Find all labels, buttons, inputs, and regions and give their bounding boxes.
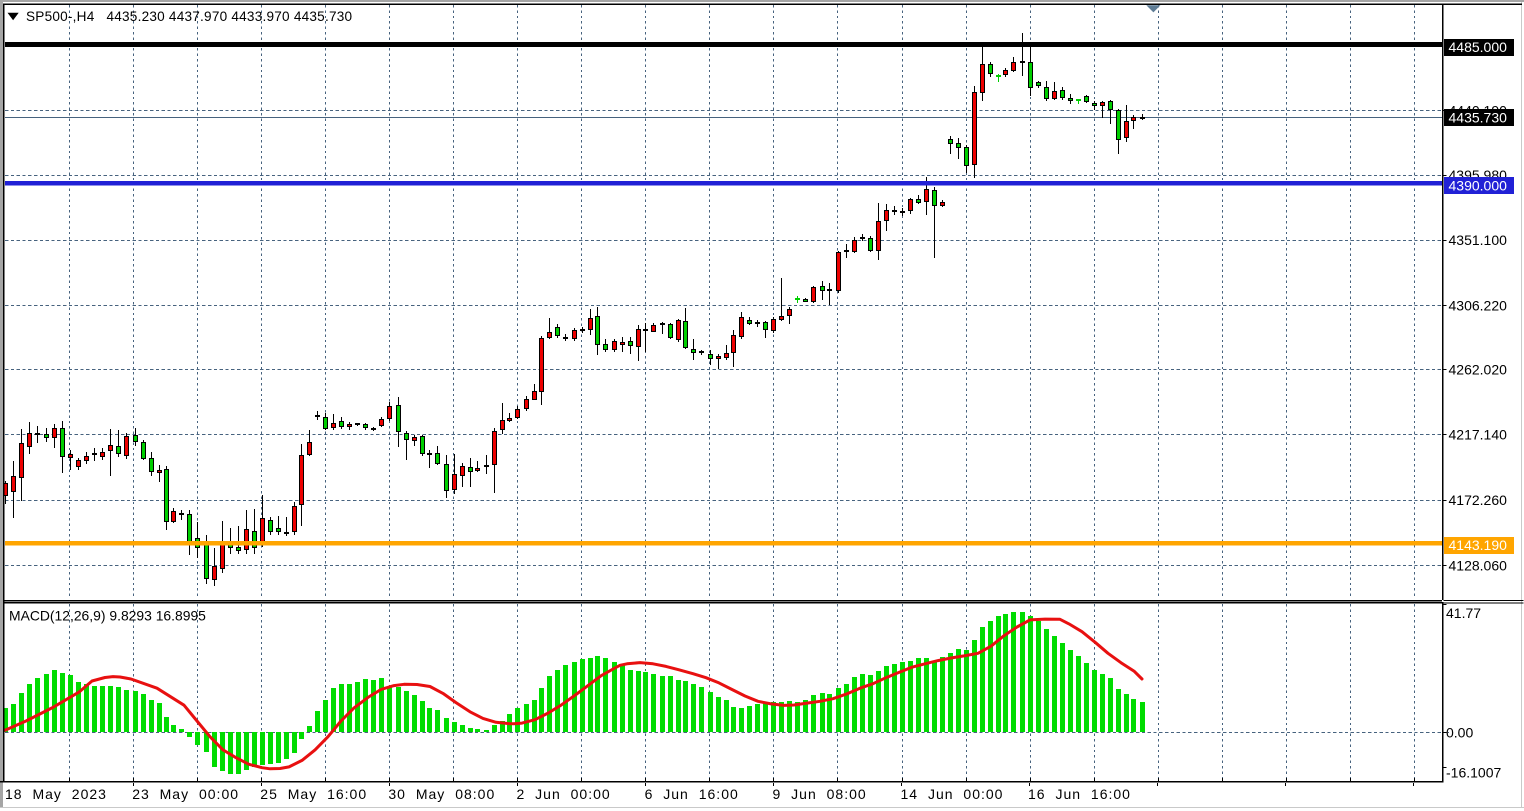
svg-text:30 May 08:00: 30 May 08:00 [388, 786, 495, 802]
svg-text:MACD(12,26,9) 9.8293 16.8995: MACD(12,26,9) 9.8293 16.8995 [9, 608, 206, 624]
svg-text:14 Jun 00:00: 14 Jun 00:00 [901, 786, 1004, 802]
svg-text:41.77: 41.77 [1446, 605, 1481, 621]
svg-text:6 Jun 16:00: 6 Jun 16:00 [645, 786, 739, 802]
svg-text:25 May 16:00: 25 May 16:00 [260, 786, 367, 802]
svg-text:16 Jun 16:00: 16 Jun 16:00 [1028, 786, 1131, 802]
svg-text:4143.190: 4143.190 [1449, 537, 1508, 553]
svg-text:4435.730: 4435.730 [1449, 109, 1508, 125]
svg-text:SP500-,H4 4435.230 4437.970: SP500-,H4 4435.230 4437.970 4433.970 443… [26, 9, 353, 24]
svg-text:0.00: 0.00 [1446, 724, 1473, 740]
svg-text:-16.1007: -16.1007 [1446, 765, 1501, 781]
svg-text:9 Jun 08:00: 9 Jun 08:00 [773, 786, 867, 802]
svg-text:4262.020: 4262.020 [1449, 362, 1508, 378]
svg-text:4390.000: 4390.000 [1449, 177, 1508, 193]
svg-text:4351.100: 4351.100 [1449, 232, 1508, 248]
svg-text:23 May 00:00: 23 May 00:00 [132, 786, 239, 802]
svg-text:4172.260: 4172.260 [1449, 492, 1508, 508]
svg-text:4128.060: 4128.060 [1449, 557, 1508, 573]
svg-text:4217.140: 4217.140 [1449, 427, 1508, 443]
svg-text:4485.000: 4485.000 [1449, 39, 1508, 55]
svg-text:4306.220: 4306.220 [1449, 297, 1508, 313]
svg-text:18 May 2023: 18 May 2023 [5, 786, 107, 802]
svg-text:2 Jun 00:00: 2 Jun 00:00 [517, 786, 611, 802]
